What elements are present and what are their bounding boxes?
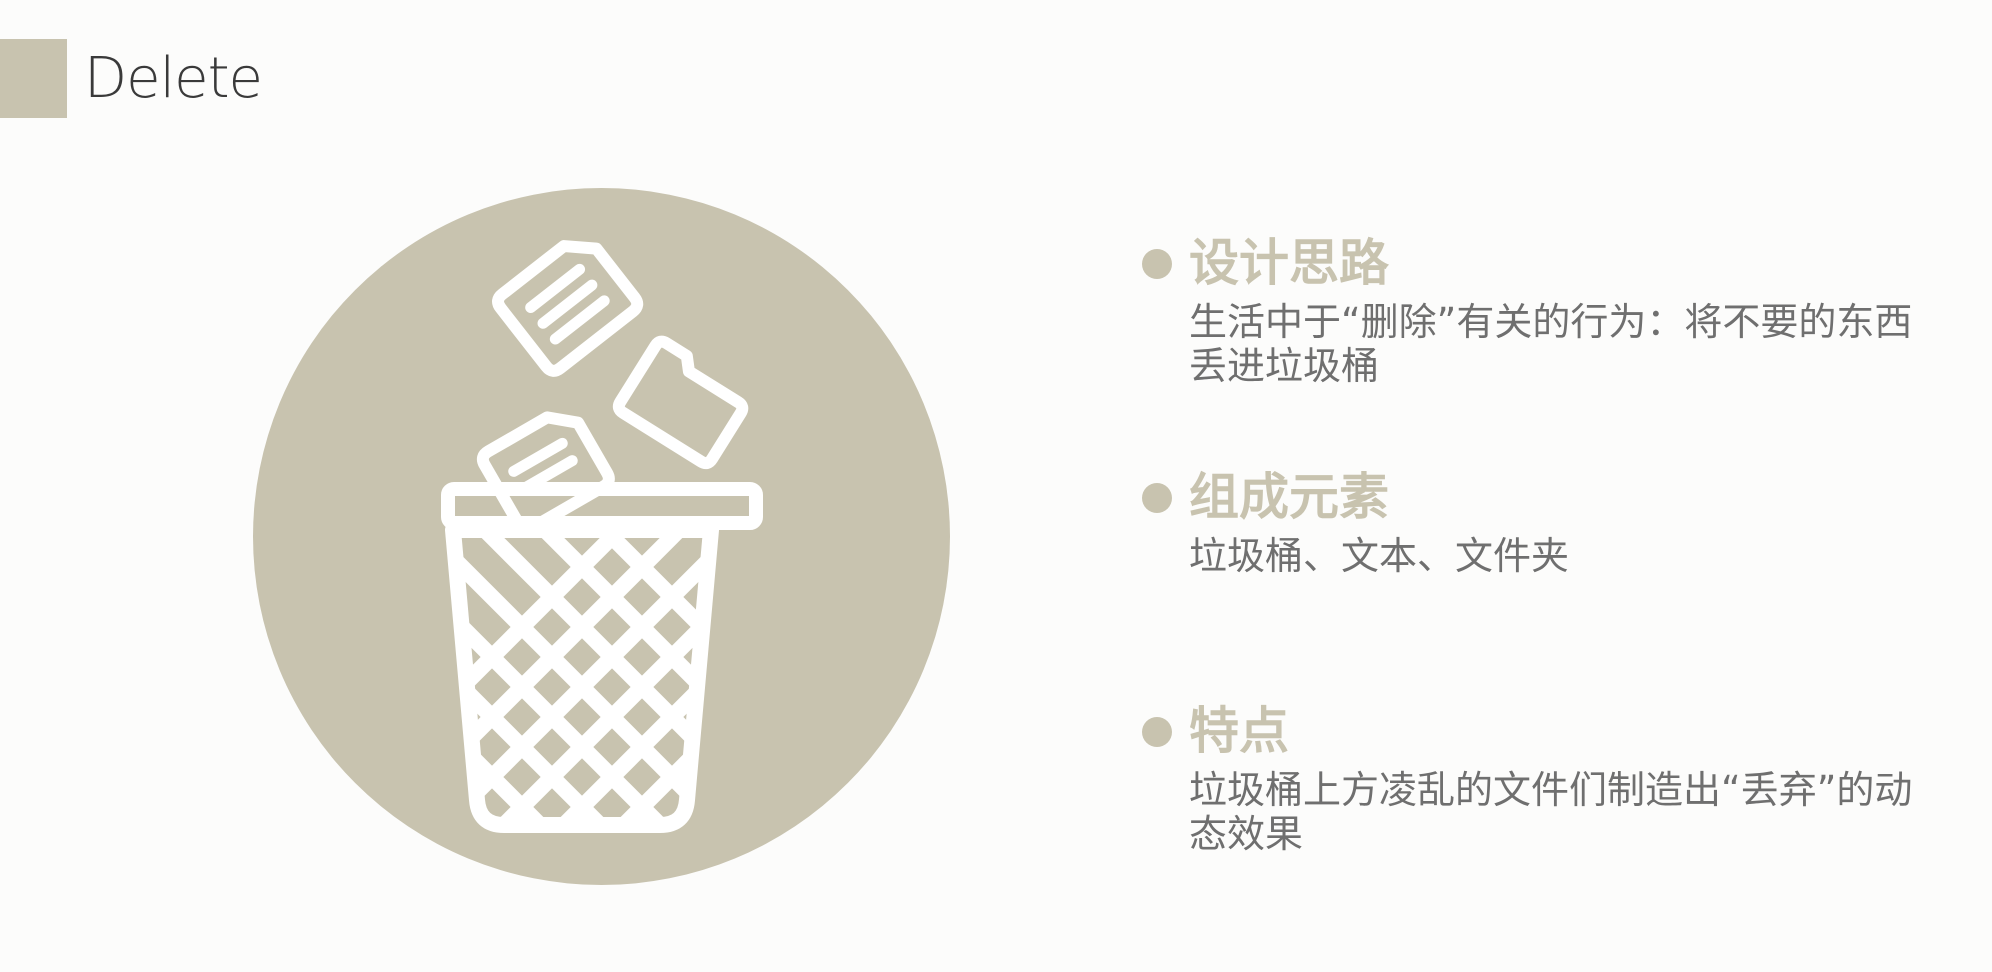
bullet-dot xyxy=(1142,249,1172,279)
section-body: 垃圾桶上方凌乱的文件们制造出“丢弃”的动态效果 xyxy=(1189,768,1913,856)
document-icon xyxy=(476,411,615,536)
section-title: 设计思路 xyxy=(1189,234,1389,292)
page-title: Delete xyxy=(84,46,263,111)
section-body: 生活中于“删除”有关的行为：将不要的东西丢进垃圾桶 xyxy=(1189,300,1913,388)
basket-outline xyxy=(445,522,719,833)
trash-can-with-files-icon xyxy=(253,188,950,885)
section-title: 特点 xyxy=(1189,702,1289,760)
section-design-idea: 设计思路 生活中于“删除”有关的行为：将不要的东西丢进垃圾桶 xyxy=(1142,232,1942,388)
document-icon xyxy=(492,240,644,377)
section-elements: 组成元素 垃圾桶、文本、文件夹 xyxy=(1142,466,1942,578)
section-title: 组成元素 xyxy=(1189,468,1389,526)
folder-icon xyxy=(612,335,749,470)
bullet-dot xyxy=(1142,483,1172,513)
title-accent-block xyxy=(0,39,67,118)
bullet-dot xyxy=(1142,717,1172,747)
section-body: 垃圾桶、文本、文件夹 xyxy=(1189,534,1570,578)
section-features: 特点 垃圾桶上方凌乱的文件们制造出“丢弃”的动态效果 xyxy=(1142,700,1942,856)
